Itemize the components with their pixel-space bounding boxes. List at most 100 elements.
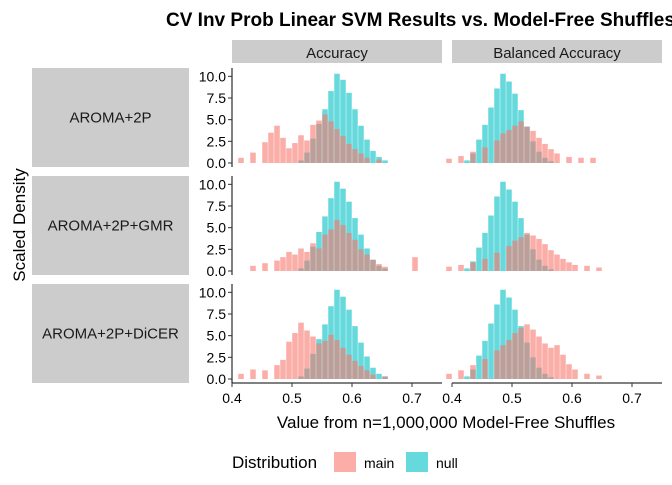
legend-title: Distribution: [232, 453, 317, 472]
main-bar: [494, 252, 500, 271]
main-bar: [524, 324, 530, 379]
null-bar: [364, 139, 370, 163]
main-bar: [322, 114, 328, 163]
y-tick-label: 7.5: [207, 90, 227, 106]
panel: [446, 181, 602, 271]
null-bar: [476, 139, 482, 163]
legend: Distribution main null: [232, 452, 458, 472]
x-tick-label: 0.7: [402, 390, 422, 406]
x-axis-title: Value from n=1,000,000 Model-Free Shuffl…: [277, 413, 615, 432]
main-bar: [280, 359, 286, 379]
main-bar: [370, 374, 376, 379]
main-bar: [470, 365, 476, 379]
main-bar: [352, 239, 358, 271]
main-bar: [560, 258, 566, 271]
main-bar: [328, 229, 334, 271]
main-bar: [584, 265, 590, 271]
main-bar: [548, 149, 554, 163]
main-bar: [286, 251, 292, 271]
panel: [238, 289, 388, 379]
main-bar: [524, 126, 530, 163]
main-bar: [512, 240, 518, 271]
null-bar: [500, 73, 506, 163]
main-bar: [274, 365, 280, 379]
main-bar: [328, 334, 334, 379]
main-bar: [458, 264, 464, 271]
null-bar: [494, 196, 500, 271]
main-bar: [250, 152, 256, 163]
main-bar: [346, 354, 352, 379]
main-bar: [548, 347, 554, 379]
y-tick-label: 5.0: [207, 328, 227, 344]
main-bar: [542, 244, 548, 271]
main-bar: [334, 219, 340, 271]
null-bar: [476, 355, 482, 379]
panel: [446, 289, 602, 379]
main-bar: [298, 322, 304, 379]
x-tick-label: 0.6: [342, 390, 362, 406]
main-bar: [352, 360, 358, 379]
main-bar: [554, 153, 560, 163]
main-bar: [262, 370, 268, 379]
main-bar: [542, 343, 548, 379]
panel-layer: [238, 73, 602, 379]
main-bar: [512, 125, 518, 163]
null-bar: [506, 297, 512, 379]
main-bar: [340, 225, 346, 271]
main-bar: [566, 364, 572, 379]
main-bar: [376, 264, 382, 271]
main-bar: [536, 137, 542, 163]
main-bar: [458, 156, 464, 163]
null-bar: [346, 92, 352, 163]
row-strip-label: AROMA+2P+DiCER: [42, 326, 179, 343]
chart-title: CV Inv Prob Linear SVM Results vs. Model…: [166, 10, 672, 31]
main-bar: [352, 149, 358, 163]
column-strip-label: Accuracy: [306, 45, 368, 62]
strip-layer: Accuracy Balanced Accuracy AROMA+2P AROMA+2…: [32, 40, 662, 383]
main-bar: [322, 340, 328, 379]
main-bar: [506, 340, 512, 379]
main-bar: [494, 350, 500, 379]
main-bar: [412, 257, 418, 271]
null-bar: [488, 323, 494, 379]
null-bar: [494, 88, 500, 163]
y-tick-label: 0.0: [207, 263, 227, 279]
null-bar: [476, 247, 482, 271]
main-bar: [298, 135, 304, 163]
main-bar: [334, 129, 340, 163]
main-bar: [358, 366, 364, 379]
main-bar: [596, 375, 602, 379]
x-tick-label: 0.5: [502, 390, 522, 406]
null-bar: [464, 268, 470, 271]
main-bar: [286, 341, 292, 379]
main-bar: [292, 333, 298, 379]
x-tick-label: 0.7: [622, 390, 642, 406]
row-strip: [32, 176, 189, 275]
null-bar: [376, 373, 382, 379]
main-bar: [518, 327, 524, 379]
null-bar: [358, 342, 364, 379]
axes-layer: 0.0 2.5 5.0 7.5 10.0 0.0 2.5 5.0 7.5 10.0 0.0 2.5 5.…: [199, 68, 662, 406]
main-bar: [304, 140, 310, 163]
panel: [238, 73, 388, 163]
main-bar: [500, 133, 506, 163]
legend-swatch-null: [406, 452, 428, 472]
null-bar: [500, 289, 506, 379]
main-bar: [376, 159, 382, 163]
y-tick-label: 7.5: [207, 306, 227, 322]
row-strip: [32, 68, 189, 167]
main-bar: [304, 330, 310, 379]
main-bar: [518, 121, 524, 163]
main-bar: [470, 262, 476, 271]
legend-label-null: null: [436, 455, 458, 471]
main-bar: [262, 142, 268, 163]
null-bar: [358, 125, 364, 163]
main-bar: [554, 254, 560, 271]
x-tick-label: 0.4: [222, 390, 242, 406]
y-axis-title: Scaled Density: [10, 168, 29, 282]
main-bar: [364, 370, 370, 379]
main-bar: [572, 369, 578, 379]
main-bar: [500, 345, 506, 379]
main-bar: [536, 238, 542, 271]
